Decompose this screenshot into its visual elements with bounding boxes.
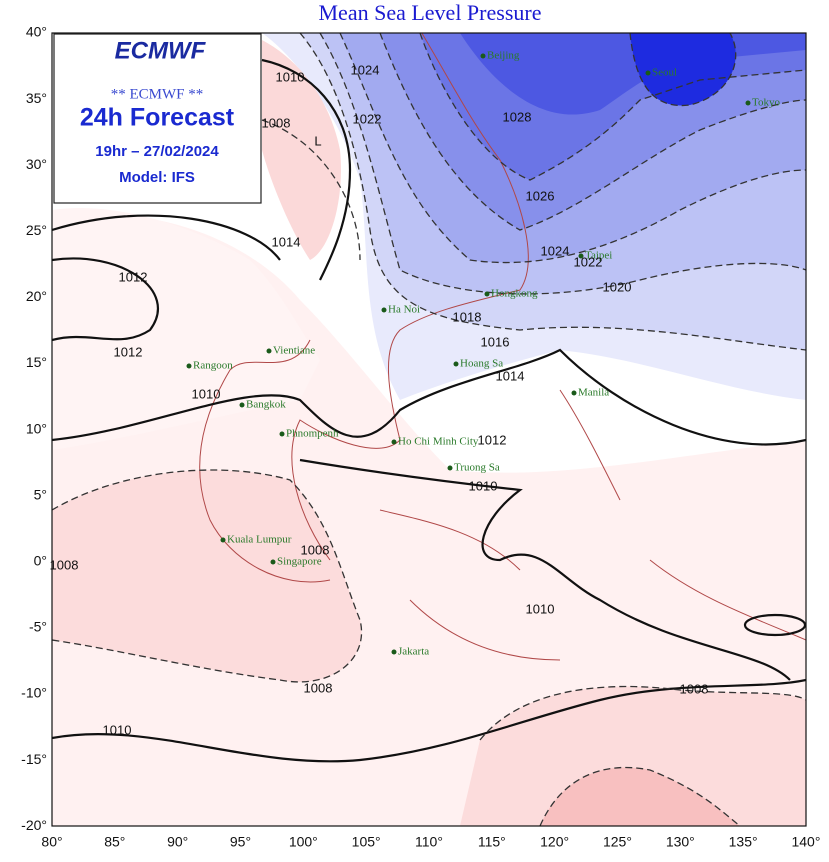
isobar-label: 1012 [119, 269, 148, 284]
city-label: Tokyo [752, 97, 780, 109]
isobar-label: 1022 [574, 254, 603, 269]
city-dot [239, 402, 245, 408]
isobar-label: L [314, 133, 321, 148]
city-label: Jakarta [398, 646, 429, 658]
lon-label: 110° [415, 834, 443, 850]
city-dot [453, 361, 459, 367]
lon-label: 140° [791, 834, 820, 850]
lat-label: 15° [26, 354, 47, 370]
city-label: Hoang Sa [460, 358, 503, 370]
forecast: 24h Forecast [80, 104, 235, 132]
city-label: Kuala Lumpur [227, 534, 292, 546]
title: Mean Sea Level Pressure [319, 0, 542, 25]
city-dot [220, 537, 226, 543]
isobar-label: 1018 [453, 309, 482, 324]
lon-label: 120° [540, 834, 569, 850]
city-dot [645, 70, 651, 76]
city-label: Vientiane [273, 345, 315, 357]
lat-label: 40° [26, 24, 47, 40]
lon-label: 135° [729, 834, 758, 850]
city-label: Rangoon [193, 360, 233, 372]
isobar-label: 1012 [478, 432, 507, 447]
isobar-label: 1028 [503, 109, 532, 124]
lon-label: 125° [603, 834, 632, 850]
isobar-label: 1010 [526, 601, 555, 616]
city-dot [391, 649, 397, 655]
isobar-label: 1022 [353, 111, 382, 126]
pressure-field [52, 33, 806, 826]
isobar-label: 1026 [526, 188, 555, 203]
isobar-label: 1016 [481, 334, 510, 349]
lat-label: 0° [34, 553, 47, 569]
lon-label: 100° [289, 834, 318, 850]
city-label: Hongkong [491, 288, 538, 300]
city-label: Manila [578, 387, 609, 399]
legend-box: ECMWF ** ECMWF ** 24h Forecast 19hr – 27… [53, 33, 262, 204]
isobar-label: 1010 [103, 722, 132, 737]
isobar-label: 1010 [192, 386, 221, 401]
city-label: Phnompenh [286, 428, 339, 440]
logo: ECMWF [115, 37, 207, 64]
lon-label: 105° [352, 834, 381, 850]
city-dot [270, 559, 276, 565]
lat-label: -10° [21, 685, 47, 701]
isobar-label: 1008 [304, 680, 333, 695]
city-label: Seoul [652, 67, 677, 79]
lat-label: -15° [21, 751, 47, 767]
isobar-label: 1014 [272, 234, 301, 249]
isobar-label: 1008 [50, 557, 79, 572]
city-dot [279, 431, 285, 437]
map-frame [51, 32, 807, 827]
lat-label: 20° [26, 288, 47, 304]
isobar-label: 1012 [114, 344, 143, 359]
city-label: Bangkok [246, 399, 286, 411]
city-label: Singapore [277, 556, 322, 568]
city-dot [484, 291, 490, 297]
city-label: Ho Chi Minh City [398, 436, 479, 448]
lat-label: 25° [26, 222, 47, 238]
city-label: Truong Sa [454, 462, 500, 474]
time: 19hr – 27/02/2024 [95, 143, 219, 160]
lat-label: 5° [34, 486, 47, 502]
lon-label: 115° [478, 834, 506, 850]
isobar-label: 1024 [351, 62, 380, 77]
lat-label: 35° [26, 90, 47, 106]
city-dot [447, 465, 453, 471]
lon-label: 95° [230, 834, 251, 850]
city-dot [266, 348, 272, 354]
city-dot [745, 100, 751, 106]
city-dot [578, 253, 584, 259]
city-label: Taipei [585, 250, 612, 262]
lat-label: 10° [26, 420, 47, 436]
lon-label: 80° [41, 834, 62, 850]
isobar-label: 1010 [469, 478, 498, 493]
lon-label: 130° [666, 834, 695, 850]
city-label: Beijing [487, 50, 520, 62]
isobar-label: 1008 [301, 542, 330, 557]
city-dot [571, 390, 577, 396]
isobar-label: 1008 [680, 681, 709, 696]
model: Model: IFS [119, 169, 195, 186]
city-dot [480, 53, 486, 59]
lon-label: 90° [167, 834, 188, 850]
isobar-label: 1010 [276, 69, 305, 84]
source: ** ECMWF ** [111, 86, 204, 102]
lat-label: 30° [26, 156, 47, 172]
isobar-label: 1024 [541, 243, 570, 258]
lat-label: -5° [29, 619, 47, 635]
lon-label: 85° [104, 834, 125, 850]
isobar-label: 1014 [496, 368, 525, 383]
city-dot [381, 307, 387, 313]
city-dot [186, 363, 192, 369]
city-label: Ha Noi [388, 304, 420, 316]
lat-label: -20° [21, 817, 47, 833]
isobar-label: 1008 [262, 115, 291, 130]
isobar-label: 1020 [603, 279, 632, 294]
city-dot [391, 439, 397, 445]
